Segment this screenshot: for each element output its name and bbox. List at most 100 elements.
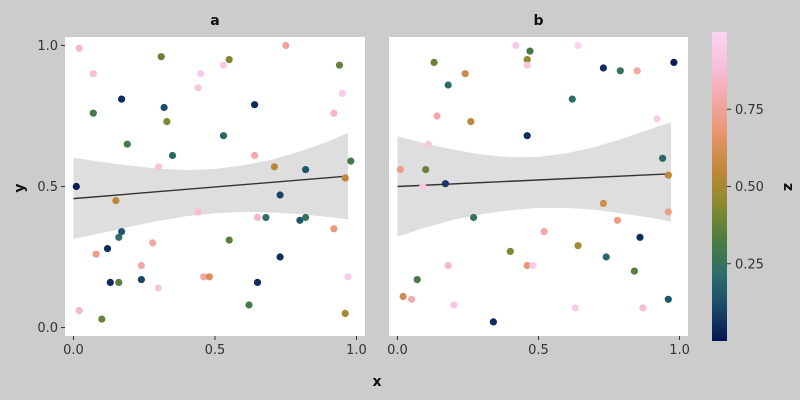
x-axis-title: x <box>372 374 381 390</box>
scatter-point <box>639 304 647 312</box>
scatter-point <box>225 56 233 64</box>
scatter-point <box>653 115 661 123</box>
scatter-point <box>574 41 582 50</box>
colorbar-tick-label: 0.25 <box>735 257 764 272</box>
scatter-point <box>160 103 168 112</box>
scatter-point <box>112 197 120 205</box>
scatter-point <box>433 112 441 120</box>
scatter-point <box>512 41 520 50</box>
scatter-point <box>413 276 421 284</box>
scatter-point <box>444 81 452 89</box>
scatter-point <box>523 261 531 270</box>
scatter-point <box>526 47 534 55</box>
scatter-point <box>251 151 259 160</box>
scatter-point <box>659 154 667 162</box>
scatter-point <box>262 213 270 222</box>
scatter-point <box>444 261 452 270</box>
scatter-point <box>194 208 202 216</box>
scatter-point <box>92 250 100 258</box>
regression-line <box>73 175 349 200</box>
scatter-point <box>137 276 145 284</box>
scatter-point <box>540 228 548 236</box>
scatter-point <box>441 180 449 188</box>
scatter-point <box>75 307 83 315</box>
scatter-point <box>523 132 531 140</box>
scatter-point <box>149 239 157 247</box>
scatter-point <box>89 70 97 78</box>
scatter-point <box>613 216 622 224</box>
x-tick-label: 0.5 <box>205 343 226 358</box>
scatter-point <box>424 140 433 148</box>
scatter-point <box>664 295 672 303</box>
scatter-point <box>450 301 458 309</box>
x-tick-label: 1.0 <box>669 343 690 358</box>
scatter-point <box>103 245 112 253</box>
scatter-point <box>115 233 123 241</box>
x-tick-label: 1.0 <box>346 343 367 358</box>
scatter-point <box>461 70 469 78</box>
scatter-point <box>115 278 123 286</box>
facet-title: a <box>210 13 219 29</box>
scatter-point <box>523 61 531 69</box>
scatter-point <box>270 163 278 171</box>
colorbar-tick-label: 0.75 <box>735 103 764 118</box>
scatter-point <box>399 292 407 301</box>
scatter-point <box>408 295 416 303</box>
scatter-point <box>89 109 97 117</box>
scatter-point <box>253 278 262 286</box>
colorbar-gradient <box>712 32 727 341</box>
scatter-point <box>205 273 213 281</box>
scatter-point <box>430 58 438 66</box>
scatter-point <box>467 118 475 126</box>
colorbar-title: z <box>780 183 796 191</box>
scatter-point <box>571 304 579 312</box>
scatter-point <box>219 61 228 69</box>
confidence-band <box>73 132 348 239</box>
scatter-point <box>470 213 478 222</box>
colorbar-legend: 0.25 0.50 0.75 z <box>712 32 796 341</box>
scatter-point <box>419 182 427 191</box>
scatter-point <box>344 273 352 281</box>
panel-b: b 0.0 0.5 1.0 <box>387 13 690 358</box>
scatter-point <box>330 225 338 233</box>
scatter-point <box>251 101 259 109</box>
scatter-point <box>529 261 537 270</box>
scatter-point <box>163 118 171 126</box>
y-axis-title: y <box>12 183 28 192</box>
scatter-point <box>633 67 641 75</box>
facet-title: b <box>533 13 543 29</box>
scatter-point <box>670 58 678 66</box>
scatter-point <box>574 242 582 250</box>
colorbar-tick-label: 0.50 <box>735 180 764 195</box>
confidence-band <box>397 122 672 237</box>
scatter-point <box>523 56 531 64</box>
scatter-point <box>137 261 145 270</box>
scatter-point <box>194 84 202 92</box>
scatter-point <box>118 95 126 103</box>
y-tick-label: 0.5 <box>37 180 58 195</box>
scatter-point <box>253 213 262 222</box>
scatter-point <box>154 163 162 171</box>
scatter-point <box>347 157 355 165</box>
scatter-point <box>636 233 644 241</box>
scatter-point <box>302 213 310 222</box>
x-tick-label: 0.5 <box>528 343 549 358</box>
scatter-point <box>225 236 233 244</box>
scatter-point <box>219 132 228 140</box>
scatter-point <box>602 253 610 261</box>
scatter-point <box>422 166 430 174</box>
panel-a: a 0.0 0.5 1.0 0.0 0.5 1.0 <box>37 13 367 358</box>
scatter-point <box>599 199 608 207</box>
scatter-point <box>664 171 672 179</box>
scatter-point <box>616 67 624 75</box>
scatter-point <box>157 53 165 61</box>
scatter-point <box>664 208 672 216</box>
y-tick-label: 0.0 <box>37 321 58 336</box>
scatter-point <box>200 273 208 281</box>
scatter-point <box>489 318 497 326</box>
scatter-point <box>341 174 349 182</box>
scatter-point <box>302 166 310 174</box>
scatter-point <box>75 44 83 52</box>
scatter-point <box>118 228 126 236</box>
